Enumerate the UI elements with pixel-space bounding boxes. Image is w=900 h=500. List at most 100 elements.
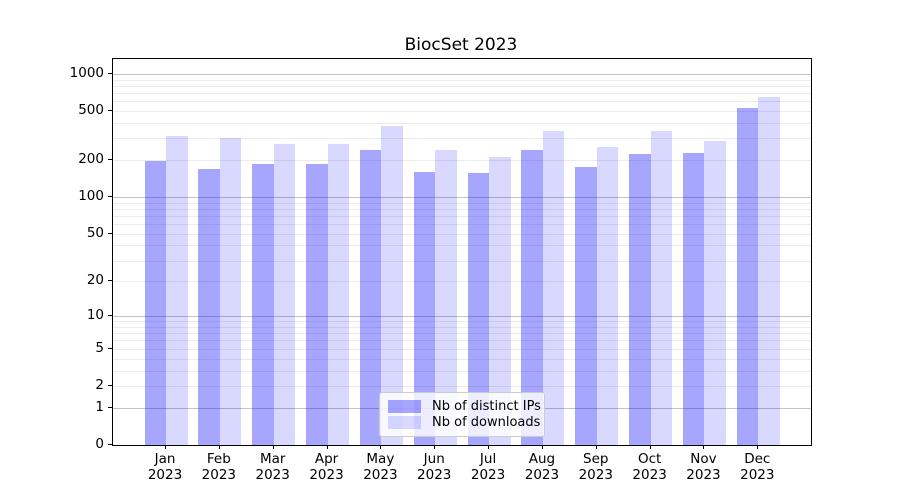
minor-gridline xyxy=(113,370,811,372)
bar-downloads-apr xyxy=(327,144,350,445)
y-tick-label-5: 5 xyxy=(95,339,104,356)
y-tick-label-2: 2 xyxy=(95,376,104,393)
y-tick-mark xyxy=(108,444,112,445)
x-tick-label-apr: Apr 2023 xyxy=(309,451,344,483)
bar-downloads-aug xyxy=(542,131,565,445)
y-tick-label-1000: 1000 xyxy=(69,64,104,81)
y-tick-mark xyxy=(108,196,112,197)
bar-distinct-ips-apr xyxy=(306,163,328,445)
x-tick-label-jan: Jan 2023 xyxy=(147,451,183,483)
minor-gridline xyxy=(113,385,811,387)
legend-swatch-downloads xyxy=(388,416,421,429)
bar-distinct-ips-oct xyxy=(629,153,651,445)
y-tick-mark xyxy=(108,110,112,111)
minor-gridline xyxy=(113,79,811,81)
bar-downloads-nov xyxy=(704,141,726,445)
x-tick-label-sep: Sep 2023 xyxy=(578,451,613,483)
bar-distinct-ips-sep xyxy=(575,167,597,445)
bar-distinct-ips-feb xyxy=(198,169,220,445)
x-tick-mark xyxy=(165,445,166,449)
x-tick-label-dec: Dec 2023 xyxy=(740,451,775,483)
major-gridline xyxy=(113,73,811,75)
minor-gridline xyxy=(113,101,811,103)
bar-downloads-jul xyxy=(489,157,511,445)
minor-gridline xyxy=(113,245,811,247)
y-tick-mark xyxy=(108,159,112,160)
minor-gridline xyxy=(113,215,811,217)
x-tick-mark xyxy=(757,445,758,449)
minor-gridline xyxy=(113,208,811,210)
minor-gridline xyxy=(113,111,811,113)
minor-gridline xyxy=(113,358,811,360)
x-tick-label-aug: Aug 2023 xyxy=(524,451,560,483)
x-tick-label-mar: Mar 2023 xyxy=(255,451,290,483)
y-tick-mark xyxy=(108,385,112,386)
bar-distinct-ips-aug xyxy=(521,149,543,445)
x-tick-mark xyxy=(273,445,274,449)
major-gridline xyxy=(113,316,811,318)
bar-distinct-ips-jan xyxy=(144,161,166,445)
y-tick-mark xyxy=(108,407,112,408)
x-tick-label-nov: Nov 2023 xyxy=(686,451,721,483)
chart-title: BiocSet 2023 xyxy=(404,35,518,55)
bar-distinct-ips-nov xyxy=(682,152,705,445)
minor-gridline xyxy=(113,348,811,350)
bar-distinct-ips-jul xyxy=(467,173,490,445)
legend-item-downloads: Nb of downloads xyxy=(388,415,540,430)
minor-gridline xyxy=(113,138,811,140)
x-tick-mark xyxy=(596,445,597,449)
plot-area xyxy=(112,58,812,446)
x-tick-label-may: May 2023 xyxy=(363,451,398,483)
minor-gridline xyxy=(113,281,811,283)
bar-distinct-ips-jun xyxy=(413,171,436,445)
y-tick-label-200: 200 xyxy=(78,151,104,168)
x-tick-mark xyxy=(219,445,220,449)
minor-gridline xyxy=(113,260,811,262)
bar-distinct-ips-may xyxy=(359,150,382,445)
y-tick-label-10: 10 xyxy=(86,307,104,324)
x-tick-label-feb: Feb 2023 xyxy=(201,451,237,483)
bar-downloads-jun xyxy=(435,149,457,445)
bar-downloads-mar xyxy=(273,144,296,445)
legend-swatch-distinct-ips xyxy=(388,400,421,413)
minor-gridline xyxy=(113,340,811,342)
bar-downloads-oct xyxy=(650,130,673,445)
y-tick-label-1: 1 xyxy=(95,398,104,415)
minor-gridline xyxy=(113,202,811,204)
y-tick-label-0: 0 xyxy=(95,436,104,452)
minor-gridline xyxy=(113,85,811,87)
legend-label-downloads: Nb of downloads xyxy=(432,415,541,430)
y-tick-mark xyxy=(108,315,112,316)
legend-item-distinct-ips: Nb of distinct IPs xyxy=(388,399,541,414)
x-tick-label-jun: Jun 2023 xyxy=(417,451,452,483)
minor-gridline xyxy=(113,160,811,162)
legend-label-distinct-ips: Nb of distinct IPs xyxy=(432,399,541,414)
minor-gridline xyxy=(113,326,811,328)
y-tick-mark xyxy=(108,73,112,74)
x-tick-label-oct: Oct 2023 xyxy=(632,451,667,483)
x-tick-mark xyxy=(488,445,489,449)
bar-downloads-sep xyxy=(596,147,619,445)
legend: Nb of distinct IPs Nb of downloads xyxy=(379,392,545,437)
x-tick-label-jul: Jul 2023 xyxy=(470,451,506,483)
minor-gridline xyxy=(113,122,811,124)
y-tick-label-100: 100 xyxy=(78,188,104,205)
x-tick-mark xyxy=(542,445,543,449)
bar-downloads-jan xyxy=(166,136,188,445)
y-tick-label-500: 500 xyxy=(78,102,104,119)
minor-gridline xyxy=(113,333,811,335)
y-tick-mark xyxy=(108,280,112,281)
minor-gridline xyxy=(113,92,811,94)
y-tick-label-50: 50 xyxy=(86,224,104,241)
x-tick-mark xyxy=(703,445,704,449)
minor-gridline xyxy=(113,233,811,235)
y-tick-mark xyxy=(108,348,112,349)
bar-distinct-ips-mar xyxy=(252,163,274,445)
y-tick-mark xyxy=(108,233,112,234)
minor-gridline xyxy=(113,224,811,226)
minor-gridline xyxy=(113,321,811,323)
x-tick-mark xyxy=(327,445,328,449)
bar-downloads-may xyxy=(381,125,403,445)
x-tick-mark xyxy=(380,445,381,449)
